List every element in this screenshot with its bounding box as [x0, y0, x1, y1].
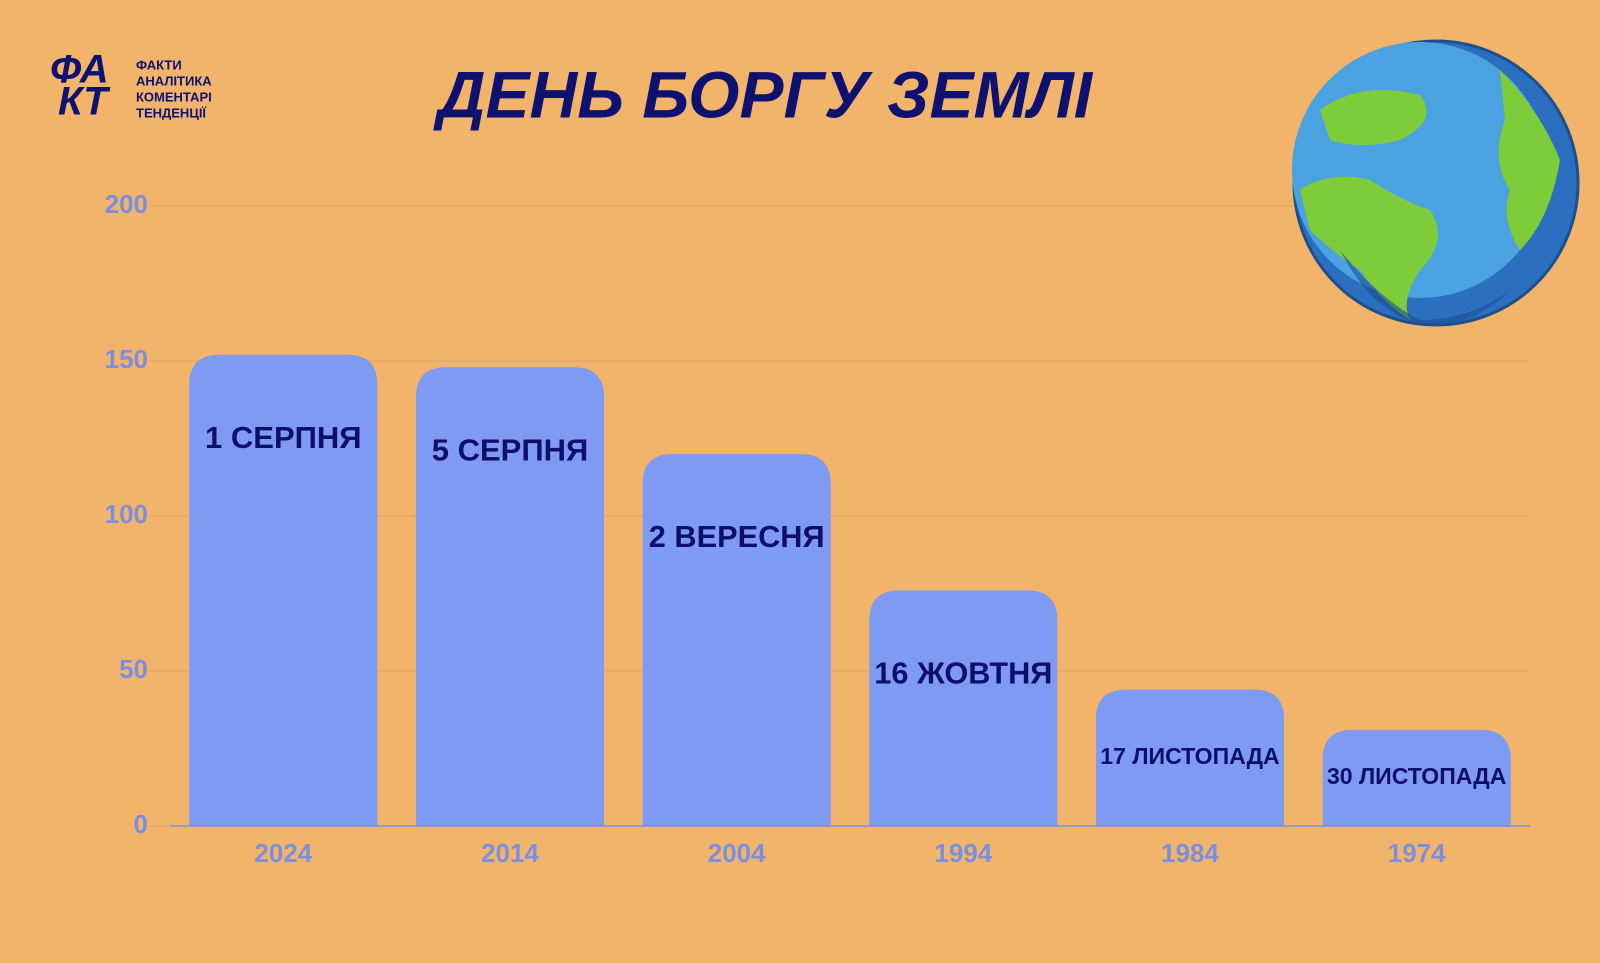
- x-tick-label: 2024: [254, 838, 312, 868]
- value-label: 17 ЛИСТОПАДА: [1100, 743, 1280, 769]
- value-label: 30 ЛИСТОПАДА: [1327, 763, 1507, 789]
- logo-mark: КТ: [58, 80, 111, 124]
- bar: [189, 354, 378, 826]
- y-tick-label: 100: [105, 499, 148, 529]
- logo-text: ФАКТИ: [136, 57, 182, 72]
- x-tick-label: 2004: [708, 838, 766, 868]
- logo-text: АНАЛІТИКА: [136, 73, 212, 88]
- bar: [869, 590, 1058, 826]
- bar: [1095, 689, 1285, 826]
- y-tick-label: 200: [105, 189, 148, 219]
- x-tick-label: 2014: [481, 838, 539, 868]
- bar: [415, 367, 605, 826]
- bar: [642, 454, 831, 826]
- bar: [1322, 729, 1511, 826]
- logo-mark: ФА: [50, 48, 109, 92]
- globe: [1292, 39, 1580, 327]
- x-tick-label: 1984: [1161, 838, 1219, 868]
- value-label: 16 ЖОВТНЯ: [874, 656, 1052, 691]
- chart-title: ДЕНЬ БОРГУ ЗЕМЛІ: [433, 57, 1094, 131]
- y-tick-label: 50: [119, 654, 148, 684]
- logo-text: ТЕНДЕНЦІЇ: [136, 105, 206, 120]
- y-tick-label: 150: [105, 344, 148, 374]
- value-label: 2 ВЕРЕСНЯ: [649, 519, 825, 554]
- value-label: 5 СЕРПНЯ: [432, 432, 589, 467]
- logo-text: КОМЕНТАРІ: [136, 89, 212, 104]
- x-tick-label: 1994: [934, 838, 992, 868]
- x-tick-label: 1974: [1388, 838, 1446, 868]
- y-tick-label: 0: [134, 809, 148, 839]
- value-label: 1 СЕРПНЯ: [205, 420, 362, 455]
- logo: ФА КТ ФАКТИ АНАЛІТИКА КОМЕНТАРІ ТЕНДЕНЦІ…: [50, 48, 212, 124]
